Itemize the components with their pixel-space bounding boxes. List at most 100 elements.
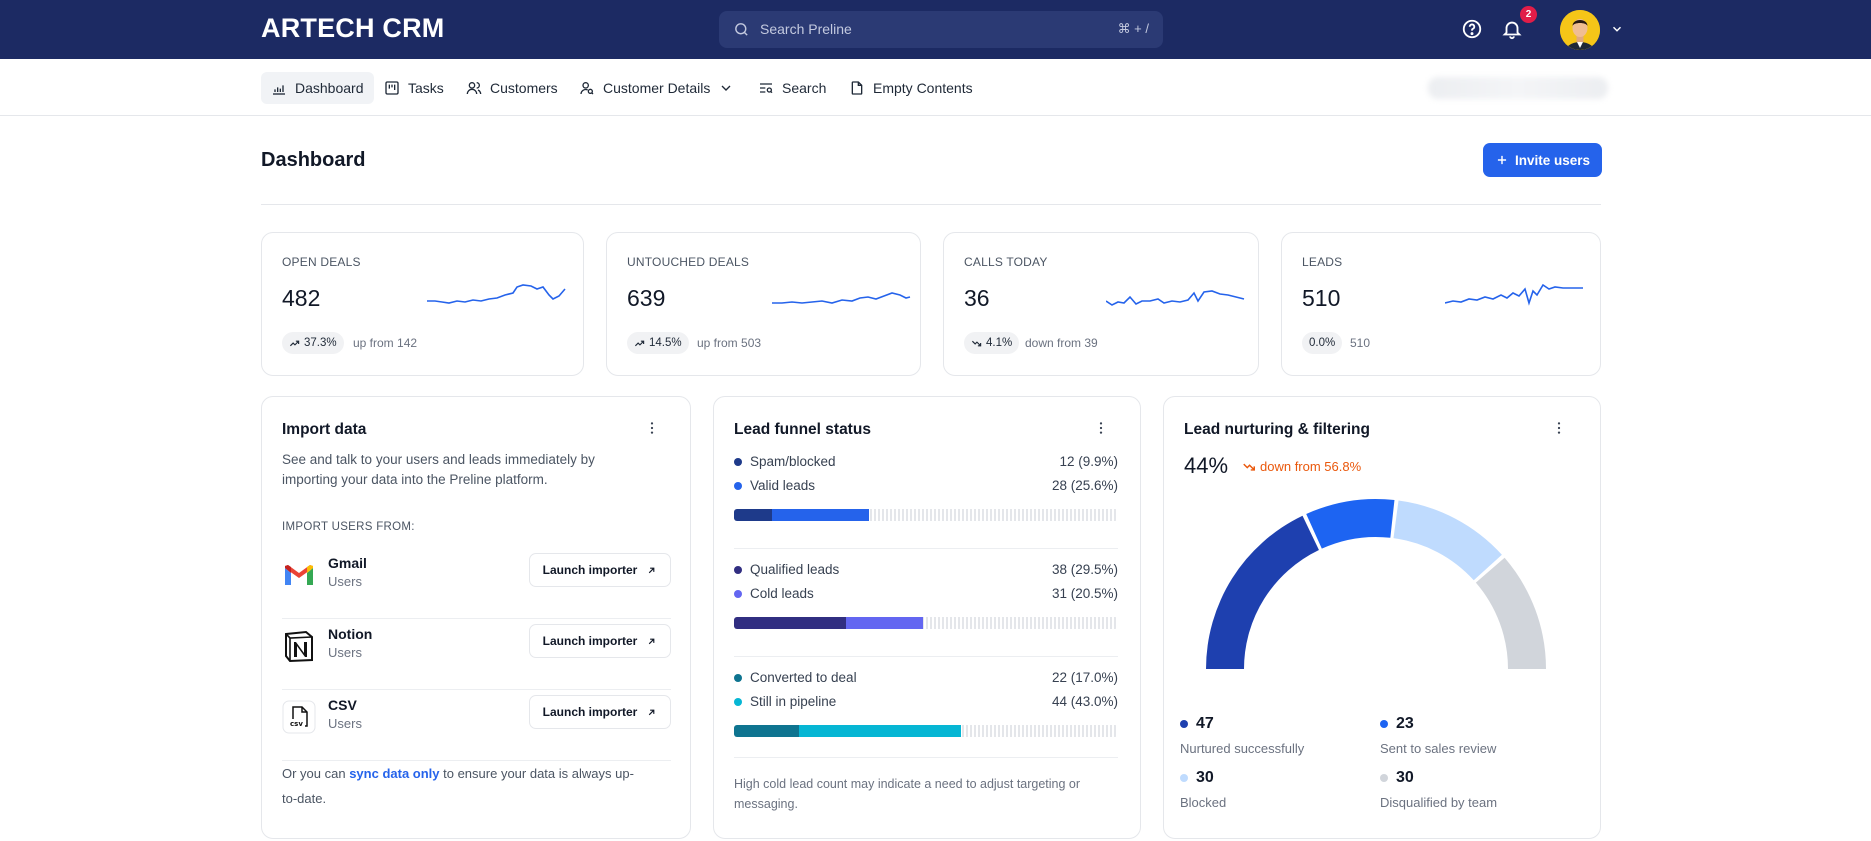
stat-card-leads: LEADS 510 0.0% 510 xyxy=(1281,232,1601,376)
help-icon[interactable] xyxy=(1461,18,1483,40)
funnel-bar xyxy=(734,509,1118,521)
more-vertical-icon[interactable] xyxy=(1093,419,1109,437)
nav-item-label: Tasks xyxy=(408,80,444,96)
chevron-down-icon xyxy=(721,85,731,91)
gauge-segment xyxy=(1206,515,1319,669)
source-name: CSV xyxy=(328,697,357,713)
page-title: Dashboard xyxy=(261,149,366,171)
import-from-label: IMPORT USERS FROM: xyxy=(282,521,415,533)
stat-value: 639 xyxy=(627,285,666,311)
arrow-up-right-icon xyxy=(649,567,655,573)
nav-bar: Dashboard Tasks Customers Customer Detai… xyxy=(0,59,1871,116)
invite-users-button[interactable]: Invite users xyxy=(1483,143,1602,177)
stat-label: UNTOUCHED DEALS xyxy=(627,255,750,269)
legend-item: 30 Disqualified by team xyxy=(1380,769,1497,810)
divider xyxy=(261,204,1601,205)
footer-suffix: to ensure your data is always up-to-date… xyxy=(282,766,634,806)
user-search-icon xyxy=(580,82,594,95)
trend-down-icon xyxy=(971,340,982,346)
nav-item-search[interactable]: Search xyxy=(748,72,836,104)
source-sub: Users xyxy=(328,716,362,731)
stat-value: 36 xyxy=(964,285,990,311)
arrow-up-right-icon xyxy=(649,709,655,715)
legend-value: 30 xyxy=(1396,769,1414,786)
chevron-down-icon[interactable] xyxy=(1610,22,1624,36)
funnel-row: Still in pipeline 44 (43.0%) xyxy=(734,694,1118,709)
stat-label: OPEN DEALS xyxy=(282,255,361,269)
search-input[interactable]: Search Preline ⌘ + / xyxy=(719,11,1163,48)
change-value: 14.5% xyxy=(649,337,682,349)
stat-value: 482 xyxy=(282,285,321,311)
legend-item: 23 Sent to sales review xyxy=(1380,715,1496,756)
divider xyxy=(734,656,1118,657)
divider xyxy=(734,757,1118,758)
legend-item: 47 Nurtured successfully xyxy=(1180,715,1304,756)
card-title: Import data xyxy=(282,421,367,438)
legend-dot xyxy=(1380,774,1388,782)
list-item: Notion Users Launch importer xyxy=(282,619,671,690)
change-value: 0.0% xyxy=(1309,337,1336,349)
nav-item-tasks[interactable]: Tasks xyxy=(374,72,454,104)
top-bar: ARTECH CRM Search Preline ⌘ + / 2 xyxy=(0,0,1871,59)
stat-card-untouched-deals: UNTOUCHED DEALS 639 14.5% up from 503 xyxy=(606,232,921,376)
nav-item-label: Search xyxy=(782,80,827,96)
funnel-row: Converted to deal 22 (17.0%) xyxy=(734,670,1118,685)
notion-icon xyxy=(285,630,313,663)
legend-dot xyxy=(1180,774,1188,782)
nav-item-customer-details[interactable]: Customer Details xyxy=(569,72,744,104)
funnel-label: Spam/blocked xyxy=(750,454,836,469)
change-badge: 0.0% xyxy=(1302,332,1343,354)
button-label: Launch importer xyxy=(542,634,638,648)
nav-item-dashboard[interactable]: Dashboard xyxy=(261,72,374,104)
change-badge: 4.1% xyxy=(964,332,1020,354)
csv-file-icon: csv xyxy=(282,700,316,734)
funnel-row: Valid leads 28 (25.6%) xyxy=(734,478,1118,493)
trend-text: down from 56.8% xyxy=(1260,459,1362,474)
bar-chart-icon xyxy=(273,85,285,95)
app-logo[interactable]: ARTECH CRM xyxy=(261,13,445,43)
funnel-bar xyxy=(734,617,1118,629)
sync-data-link[interactable]: sync data only xyxy=(349,766,440,781)
funnel-value: 28 (25.6%) xyxy=(1051,478,1118,493)
funnel-label: Cold leads xyxy=(750,586,814,601)
stat-note: 510 xyxy=(1350,336,1371,350)
sparkline xyxy=(1445,283,1583,306)
legend-value: 23 xyxy=(1396,715,1414,732)
nav-item-customers[interactable]: Customers xyxy=(456,72,568,104)
notification-badge: 2 xyxy=(1520,6,1537,23)
more-vertical-icon[interactable] xyxy=(1551,419,1567,437)
divider xyxy=(734,548,1118,549)
funnel-value: 38 (29.5%) xyxy=(1051,562,1118,577)
legend-item: 30 Blocked xyxy=(1180,769,1226,810)
funnel-value: 12 (9.9%) xyxy=(1059,454,1118,469)
gauge-segment xyxy=(1475,557,1546,669)
trend-up-icon xyxy=(634,340,645,346)
launch-importer-button[interactable]: Launch importer xyxy=(529,624,671,658)
legend-value: 47 xyxy=(1196,715,1214,732)
nav-item-label: Customers xyxy=(490,80,558,96)
change-badge: 37.3% xyxy=(282,332,344,354)
legend-dot xyxy=(734,697,742,706)
kanban-icon xyxy=(385,81,399,95)
bar-segment xyxy=(734,617,846,629)
card-title: Lead funnel status xyxy=(734,421,871,438)
gmail-icon xyxy=(285,565,313,585)
avatar[interactable] xyxy=(1560,10,1600,50)
bell-icon[interactable] xyxy=(1501,18,1523,40)
button-label: Launch importer xyxy=(542,705,638,719)
change-badge: 14.5% xyxy=(627,332,689,354)
stat-label: LEADS xyxy=(1302,255,1343,269)
funnel-row: Qualified leads 38 (29.5%) xyxy=(734,562,1118,577)
stat-note: down from 39 xyxy=(1025,336,1098,350)
stat-note: up from 142 xyxy=(353,336,418,350)
funnel-label: Qualified leads xyxy=(750,562,840,577)
bar-segment xyxy=(846,617,923,629)
more-vertical-icon[interactable] xyxy=(644,419,660,437)
launch-importer-button[interactable]: Launch importer xyxy=(529,695,671,729)
nav-item-empty-contents[interactable]: Empty Contents xyxy=(839,72,983,104)
nav-item-label: Dashboard xyxy=(295,80,364,96)
launch-importer-button[interactable]: Launch importer xyxy=(529,553,671,587)
bar-segment xyxy=(734,509,772,521)
arrow-up-right-icon xyxy=(649,638,655,644)
nurturing-percent: 44% xyxy=(1184,453,1229,478)
